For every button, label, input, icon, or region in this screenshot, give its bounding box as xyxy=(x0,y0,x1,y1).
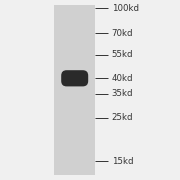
Text: 100kd: 100kd xyxy=(112,4,139,13)
Text: 35kd: 35kd xyxy=(112,89,133,98)
FancyBboxPatch shape xyxy=(61,70,88,86)
FancyBboxPatch shape xyxy=(54,5,95,175)
Text: 25kd: 25kd xyxy=(112,113,133,122)
Text: 15kd: 15kd xyxy=(112,157,133,166)
Text: 55kd: 55kd xyxy=(112,50,133,59)
Text: 40kd: 40kd xyxy=(112,74,133,83)
Text: 70kd: 70kd xyxy=(112,29,133,38)
